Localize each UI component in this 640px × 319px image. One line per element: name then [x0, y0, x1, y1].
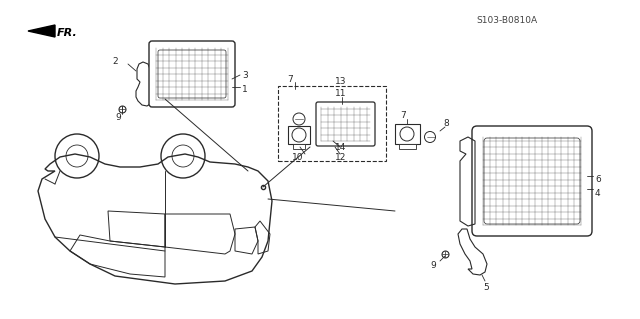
Text: 13: 13	[335, 78, 346, 86]
Text: 6: 6	[595, 174, 601, 183]
Bar	[278, 86, 386, 161]
Bar	[288, 126, 310, 144]
Text: 11: 11	[335, 90, 346, 99]
Bar	[293, 144, 305, 149]
Bar	[395, 124, 420, 144]
Text: FR.: FR.	[57, 28, 77, 38]
Text: 2: 2	[112, 56, 118, 65]
Polygon shape	[28, 25, 55, 37]
Text: 12: 12	[335, 153, 346, 162]
Bar	[399, 144, 416, 149]
Text: 9: 9	[115, 113, 121, 122]
FancyBboxPatch shape	[149, 41, 235, 107]
Text: 5: 5	[483, 283, 489, 292]
Text: 7: 7	[400, 112, 406, 121]
FancyBboxPatch shape	[472, 126, 592, 236]
Text: 1: 1	[242, 85, 248, 93]
Text: 14: 14	[335, 143, 346, 152]
Text: 8: 8	[443, 120, 449, 129]
Text: 4: 4	[595, 189, 600, 197]
Text: 10: 10	[292, 153, 303, 162]
Text: S103-B0810A: S103-B0810A	[477, 16, 538, 25]
Text: 9: 9	[430, 261, 436, 270]
FancyBboxPatch shape	[316, 102, 375, 146]
Text: 3: 3	[242, 70, 248, 79]
Text: 7: 7	[287, 75, 292, 84]
